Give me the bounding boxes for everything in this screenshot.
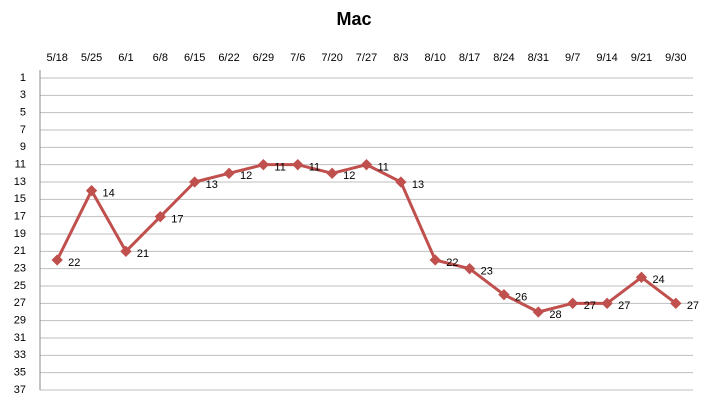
data-label: 26 [515, 292, 527, 304]
y-tick-label: 31 [14, 332, 26, 344]
data-label: 22 [68, 257, 80, 269]
data-label: 13 [206, 179, 218, 191]
x-tick-label: 6/15 [184, 52, 205, 64]
y-tick-label: 25 [14, 280, 26, 292]
y-tick-label: 21 [14, 245, 26, 257]
marker [257, 159, 270, 171]
series-line [55, 163, 677, 314]
x-tick-label: 8/24 [493, 52, 514, 64]
y-tick-label: 17 [14, 211, 26, 223]
data-label: 28 [549, 309, 561, 321]
y-tick-label: 15 [14, 193, 26, 205]
y-tick-label: 19 [14, 228, 26, 240]
x-tick-label: 7/27 [356, 52, 377, 64]
y-tick-label: 35 [14, 367, 26, 379]
x-tick-label: 8/31 [528, 52, 549, 64]
x-tick-label: 7/20 [321, 52, 342, 64]
data-label: 23 [481, 266, 493, 278]
y-tick-label: 5 [20, 107, 26, 119]
marker [223, 167, 235, 179]
marker [463, 263, 476, 275]
marker [601, 297, 613, 309]
y-tick-label: 37 [14, 384, 26, 396]
x-tick-label: 5/25 [81, 52, 102, 64]
data-label: 11 [378, 162, 389, 174]
y-tick-label: 27 [14, 297, 26, 309]
y-tick-label: 7 [20, 124, 26, 136]
y-tick-label: 11 [15, 159, 26, 171]
data-label: 12 [343, 170, 355, 182]
chart-title: Mac [336, 9, 371, 29]
marker [360, 159, 373, 171]
marker [670, 297, 682, 309]
data-label: 17 [171, 214, 183, 226]
y-tick-label: 13 [14, 176, 26, 188]
data-label: 11 [274, 162, 285, 174]
data-label: 14 [103, 188, 115, 200]
y-tick-label: 9 [20, 141, 26, 153]
x-tick-label: 7/6 [290, 52, 305, 64]
x-tick-label: 9/30 [665, 52, 686, 64]
data-label: 27 [687, 300, 699, 312]
x-tick-label: 8/10 [425, 52, 446, 64]
x-tick-label: 6/22 [218, 52, 239, 64]
marker [532, 306, 544, 318]
marker [395, 176, 407, 188]
marker [498, 289, 510, 301]
y-tick-label: 29 [14, 315, 26, 327]
data-label: 21 [137, 248, 149, 260]
x-tick-label: 6/1 [118, 52, 133, 64]
marker [154, 211, 166, 223]
y-tick-label: 23 [14, 263, 26, 275]
marker [429, 254, 441, 266]
data-label: 24 [652, 274, 664, 286]
x-tick-label: 5/18 [46, 52, 67, 64]
x-tick-label: 9/14 [596, 52, 617, 64]
marker [51, 254, 63, 266]
marker [189, 176, 201, 188]
y-tick-label: 1 [20, 72, 26, 84]
x-tick-label: 8/3 [393, 52, 408, 64]
marker [292, 159, 304, 171]
data-label: 27 [618, 300, 630, 312]
marker [567, 297, 579, 309]
x-tick-label: 8/17 [459, 52, 480, 64]
x-tick-label: 6/8 [153, 52, 168, 64]
x-tick-label: 9/21 [631, 52, 652, 64]
data-label: 22 [446, 257, 458, 269]
x-tick-label: 6/29 [253, 52, 274, 64]
y-tick-label: 33 [14, 349, 26, 361]
y-tick-label: 3 [20, 89, 26, 101]
data-label: 13 [412, 179, 424, 191]
x-tick-label: 9/7 [565, 52, 580, 64]
data-label: 12 [240, 170, 252, 182]
marker [326, 167, 338, 179]
data-label: 11 [309, 162, 320, 174]
data-label: 27 [584, 300, 596, 312]
marker [635, 271, 648, 283]
